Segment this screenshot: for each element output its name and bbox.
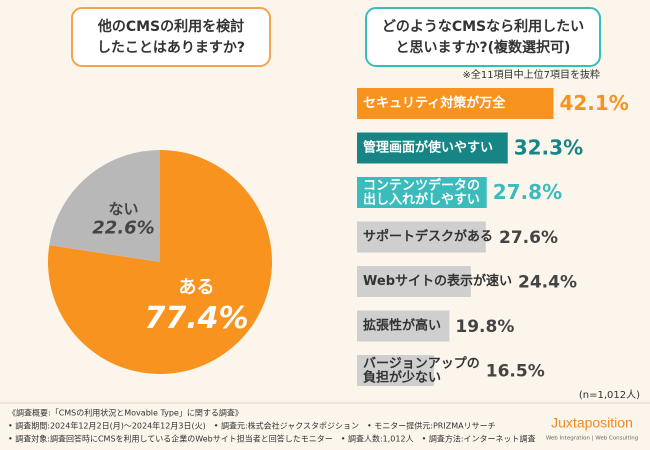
bar xyxy=(357,88,554,119)
bar-value: 32.3% xyxy=(514,136,583,160)
bar-value: 16.5% xyxy=(486,362,545,382)
pie-slice xyxy=(49,150,160,262)
bar-label: セキュリティ対策が万全 xyxy=(363,95,506,111)
bar xyxy=(357,221,486,253)
bar-label: Webサイトの表示が速い xyxy=(363,273,512,289)
footer-line: 《調査概要:「CMSの利用状況とMovable Type」に関する調査》 xyxy=(8,408,243,418)
bar-label: バージョンアップの負担が少ない xyxy=(363,356,480,385)
bar-value: 27.6% xyxy=(499,228,558,248)
bar-value: 24.4% xyxy=(518,273,577,293)
bar-title: と思いますか?(複数選択可) xyxy=(396,39,571,56)
note: ※全11項目中上位7項目を抜粋 xyxy=(463,68,600,81)
bar xyxy=(357,132,508,164)
bar xyxy=(357,355,434,386)
pie-title: 他のCMSの利用を検討 xyxy=(97,18,244,35)
bar-label: サポートデスクがある xyxy=(363,229,493,245)
bar xyxy=(357,266,471,297)
bar-title: どのようなCMSなら利用したい xyxy=(382,18,584,35)
bar-label: コンテンツデータの出し入れがしやすい xyxy=(363,177,480,207)
bar-label: 管理画面が使いやすい xyxy=(363,140,493,156)
bar xyxy=(357,177,487,208)
bar xyxy=(357,310,450,342)
slice-label: ある xyxy=(179,277,215,298)
question-box xyxy=(365,7,601,67)
footer-line: • 調査対象:調査回答時にCMSを利用している企業のWebサイト担当者と回答した… xyxy=(8,434,536,444)
bar-value: 42.1% xyxy=(559,91,628,115)
slice-value: 77.4% xyxy=(144,301,248,336)
bar-label: 拡張性が高い xyxy=(363,318,441,334)
footer-line: • 調査期間:2024年12月2日(月)〜2024年12月3日(火) • 調査元… xyxy=(8,421,496,431)
logo-tagline: Web Integration | Web Consulting xyxy=(546,436,638,442)
bar-value: 19.8% xyxy=(455,317,514,337)
slice-value: 22.6% xyxy=(92,218,154,239)
sample-size: (n=1,012人) xyxy=(579,389,640,401)
logo: Juxtaposition xyxy=(551,415,633,431)
pie-slice xyxy=(47,150,273,375)
question-box xyxy=(71,7,271,67)
slice-label: ない xyxy=(108,200,138,218)
bar-value: 27.8% xyxy=(493,180,562,204)
pie-title: したことはありますか? xyxy=(97,40,245,56)
